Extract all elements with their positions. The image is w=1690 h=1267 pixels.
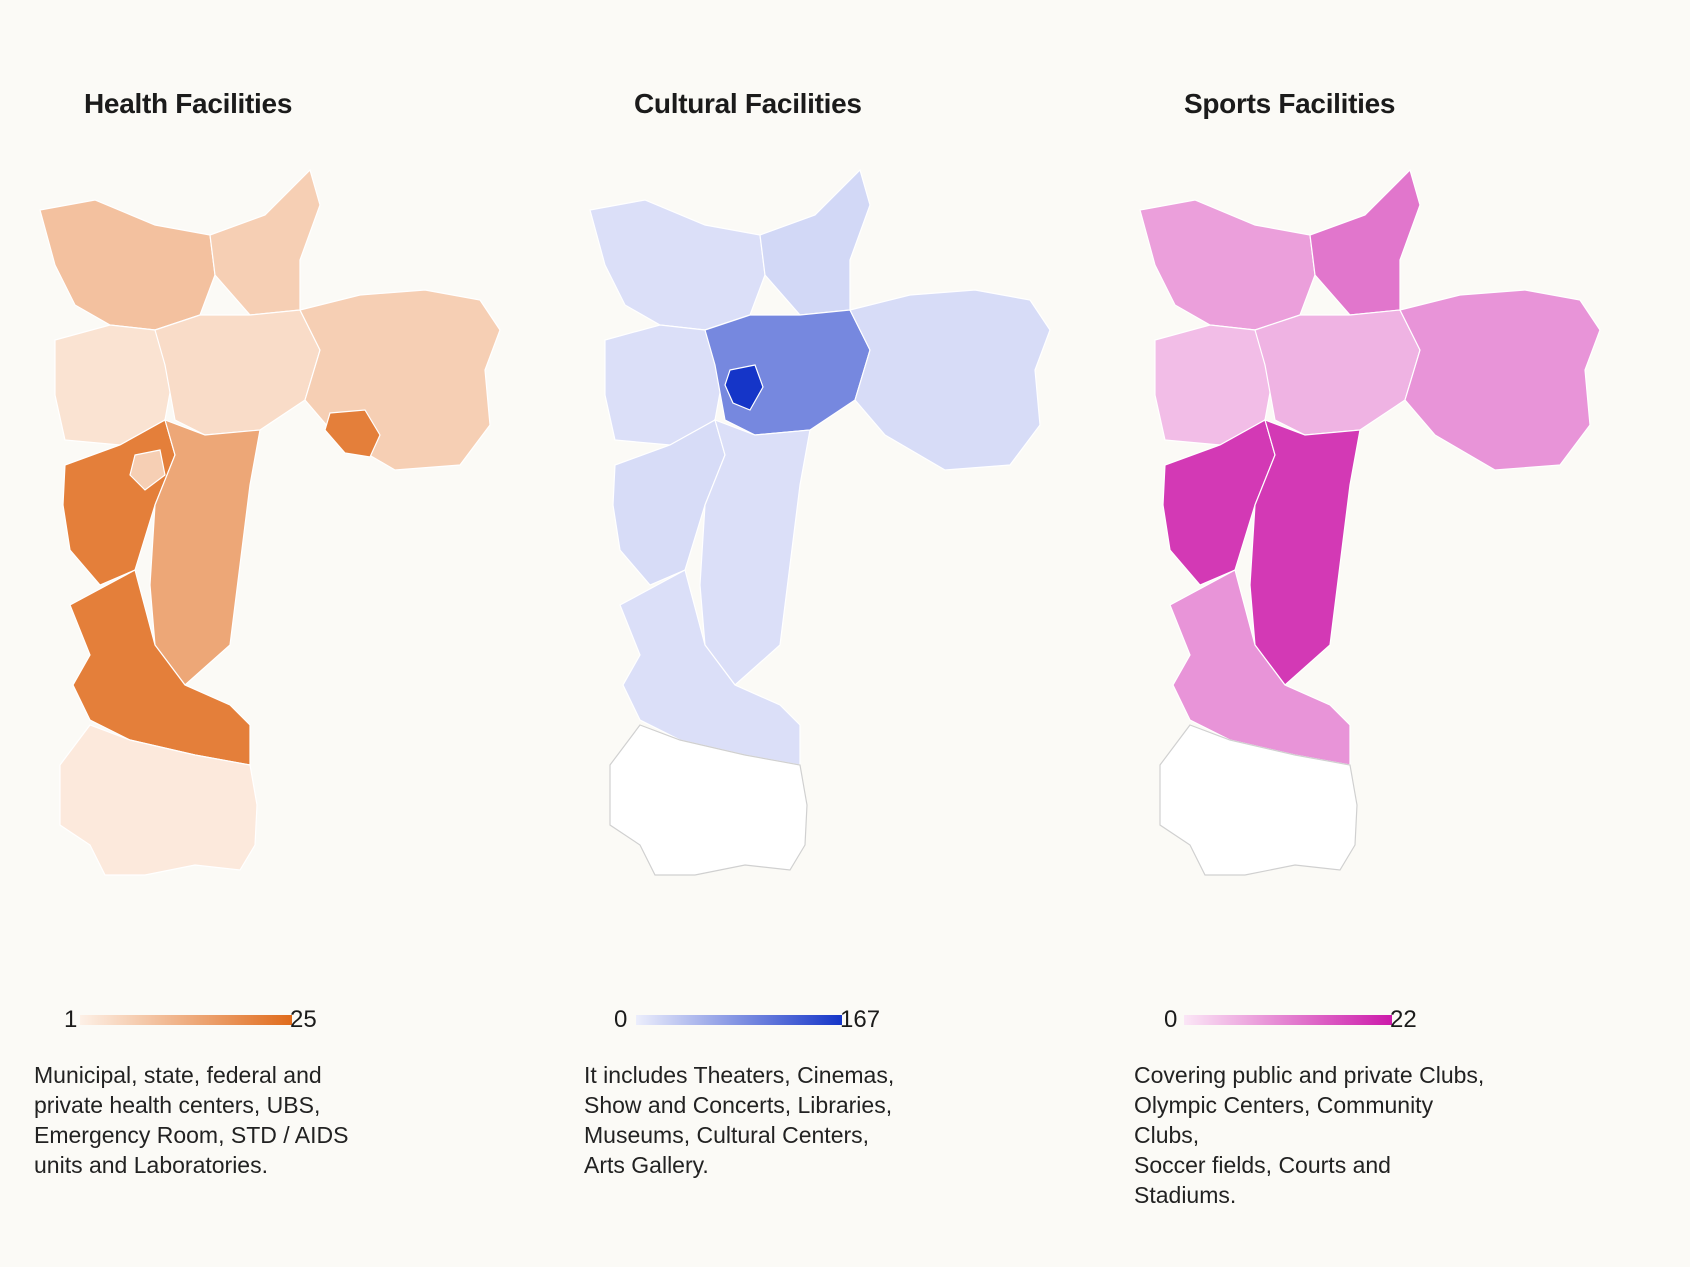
sports-desc-line: Covering public and private Clubs, — [1134, 1062, 1485, 1088]
district-s-center — [149, 419, 261, 686]
district-e — [299, 289, 501, 471]
health-legend: 1 25 — [64, 1005, 364, 1035]
health-map-svg — [39, 168, 501, 876]
cultural-desc-line: Show and Concerts, Libraries, — [584, 1092, 893, 1118]
sports-map-svg — [1139, 168, 1601, 876]
health-desc-line: Emergency Room, STD / AIDS — [34, 1122, 349, 1148]
cultural-legend-max: 167 — [840, 1006, 881, 1033]
health-map — [35, 165, 555, 955]
cultural-desc-line: It includes Theaters, Cinemas, — [584, 1062, 895, 1088]
district-n — [1309, 168, 1421, 316]
district-nw — [589, 199, 766, 331]
district-s-tip — [59, 724, 258, 876]
sports-desc-line: Soccer fields, Courts and Stadiums. — [1134, 1152, 1391, 1208]
district-n — [759, 168, 871, 316]
district-c — [1254, 309, 1421, 436]
health-desc-line: Municipal, state, federal and — [34, 1062, 322, 1088]
district-sw — [612, 419, 726, 586]
sports-desc-line: Olympic Centers, Community Clubs, — [1134, 1092, 1434, 1148]
sports-legend: 0 22 — [1164, 1005, 1464, 1035]
district-e-spot — [324, 409, 381, 458]
cultural-desc-line: Museums, Cultural Centers, — [584, 1122, 870, 1148]
cultural-legend-bar — [636, 1015, 842, 1025]
cultural-legend: 0 167 — [614, 1005, 914, 1035]
health-panel: Health Facilities 1 25 Municipal, state,… — [0, 0, 560, 1267]
district-e — [849, 289, 1051, 471]
cultural-title: Cultural Facilities — [634, 88, 862, 119]
district-s-center — [699, 419, 811, 686]
district-s-center — [1249, 419, 1361, 686]
district-sw — [1162, 419, 1276, 586]
cultural-map-svg — [589, 168, 1051, 876]
sports-title: Sports Facilities — [1184, 88, 1396, 119]
sports-description: Covering public and private Clubs, Olymp… — [1134, 1060, 1494, 1210]
district-nw — [39, 199, 216, 331]
health-legend-bar — [80, 1015, 292, 1025]
health-description: Municipal, state, federal and private he… — [34, 1060, 394, 1180]
district-sw-mid — [129, 449, 166, 491]
district-n — [209, 168, 321, 316]
health-desc-line: private health centers, UBS, — [34, 1092, 321, 1118]
sports-legend-min: 0 — [1164, 1006, 1178, 1033]
sports-map — [1135, 165, 1655, 955]
cultural-legend-min: 0 — [614, 1006, 628, 1033]
district-c — [154, 309, 321, 436]
district-s-tip — [609, 724, 808, 876]
sports-legend-max: 22 — [1390, 1006, 1417, 1033]
health-desc-line: units and Laboratories. — [34, 1152, 268, 1178]
cultural-map — [585, 165, 1105, 955]
district-nw — [1139, 199, 1316, 331]
district-s-tip — [1159, 724, 1358, 876]
cultural-panel: Cultural Facilities 0 167 It includes Th… — [550, 0, 1110, 1267]
cultural-description: It includes Theaters, Cinemas, Show and … — [584, 1060, 944, 1180]
sports-legend-bar — [1184, 1015, 1392, 1025]
health-title: Health Facilities — [84, 88, 293, 119]
health-legend-max: 25 — [290, 1006, 317, 1033]
cultural-desc-line: Arts Gallery. — [584, 1152, 709, 1178]
health-legend-min: 1 — [64, 1006, 78, 1033]
sports-panel: Sports Facilities 0 22 Covering public a… — [1100, 0, 1660, 1267]
district-c-core — [724, 364, 764, 411]
district-e — [1399, 289, 1601, 471]
